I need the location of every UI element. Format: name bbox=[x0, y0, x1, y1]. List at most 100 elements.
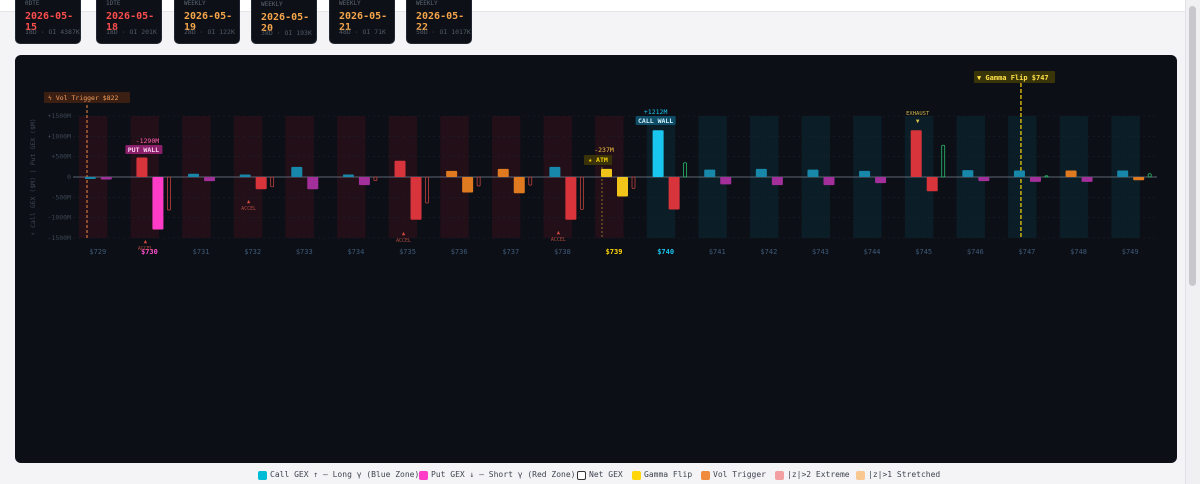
x-tick-label: $743 bbox=[812, 248, 829, 256]
gamma-flip-label: ▼ Gamma Flip $747 bbox=[977, 74, 1049, 82]
put-gex-bar bbox=[926, 177, 938, 192]
x-tick-label: $744 bbox=[864, 248, 881, 256]
net-gex-bar bbox=[1044, 175, 1049, 178]
expiration-type: WEEKLY bbox=[184, 0, 206, 7]
y-tick-label: -500M bbox=[51, 193, 71, 201]
put-gex-bar bbox=[255, 177, 267, 190]
call-gex-bar bbox=[497, 168, 509, 177]
put-gex-bar bbox=[204, 177, 216, 182]
atm-value: -237M bbox=[594, 146, 614, 154]
accel-arrow-icon: ▲ bbox=[144, 239, 148, 245]
call-gex-bar bbox=[84, 177, 96, 179]
legend-label: Net GEX bbox=[589, 470, 623, 479]
x-tick-label: $735 bbox=[399, 248, 416, 256]
put-gex-bar bbox=[1081, 177, 1093, 182]
gex-chart-panel: +1500M +1000M +500M 0 -500M -1000M -1500M ↑ Cal… bbox=[15, 55, 1177, 463]
legend-item-vol-trigger[interactable]: Vol Trigger bbox=[701, 470, 766, 480]
net-gex-bar bbox=[941, 144, 946, 178]
call-gex-bar bbox=[446, 170, 458, 177]
call-gex-bar bbox=[755, 168, 767, 177]
legend-item-z1-stretched[interactable]: |z|>1 Stretched bbox=[856, 470, 940, 480]
legend-label: Call GEX ↑ — Long γ (Blue Zone) bbox=[270, 470, 420, 479]
put-gex-bar bbox=[617, 177, 628, 197]
x-tick-label: $739 bbox=[606, 248, 623, 256]
expiration-card-5[interactable]: WEEKLY 2026-05-22 58D · OI 1017K bbox=[406, 0, 472, 44]
net-gex-bar bbox=[579, 176, 584, 210]
put-gex-bar bbox=[720, 177, 732, 185]
call-gex-bar bbox=[859, 170, 871, 177]
put-gex-bar bbox=[1133, 177, 1145, 181]
expiration-date: 2026-05-22 bbox=[416, 11, 465, 33]
net-gex-bar bbox=[683, 162, 688, 178]
put-gex-bar bbox=[307, 177, 319, 190]
expiration-date: 2026-05-20 bbox=[261, 12, 310, 34]
chart-legend: Call GEX ↑ — Long γ (Blue Zone) Put GEX … bbox=[0, 470, 1185, 484]
expiration-oi: 38D · OI 193K bbox=[261, 29, 312, 37]
x-tick-label: $733 bbox=[296, 248, 313, 256]
call-gex-bar bbox=[1117, 170, 1129, 177]
net-gex-bar bbox=[425, 176, 429, 204]
x-tick-label: $738 bbox=[554, 248, 571, 256]
call-gex-bar bbox=[136, 157, 148, 177]
call-gex-bar bbox=[549, 166, 561, 177]
x-tick-label: $747 bbox=[1019, 248, 1036, 256]
expiration-type: 0DTE bbox=[25, 0, 40, 7]
put-gex-bar bbox=[565, 177, 577, 220]
call-gex-bar bbox=[807, 169, 819, 177]
expiration-type: WEEKLY bbox=[339, 0, 361, 7]
expiration-type: 1DTE bbox=[106, 0, 121, 7]
y-axis-title: ↑ Call GEX ($M) | Put GEX ($M) bbox=[29, 118, 37, 235]
y-tick-label: +1000M bbox=[48, 132, 72, 140]
exhaust-arrow-icon: ▼ bbox=[916, 118, 920, 125]
x-tick-label: $730 bbox=[141, 248, 158, 256]
accel-arrow-icon: ▲ bbox=[557, 230, 561, 236]
gex-chart: +1500M +1000M +500M 0 -500M -1000M -1500M ↑ Cal… bbox=[29, 71, 1157, 256]
x-tick-label: $746 bbox=[967, 248, 984, 256]
legend-label: Put GEX ↓ — Short γ (Red Zone) bbox=[431, 470, 576, 479]
put-gex-bar bbox=[358, 177, 370, 186]
legend-item-z2-extreme[interactable]: |z|>2 Extreme bbox=[775, 470, 850, 480]
x-tick-label: $732 bbox=[244, 248, 261, 256]
expiration-oi: 18D · OI 201K bbox=[106, 28, 157, 36]
put-gex-bar bbox=[978, 177, 990, 182]
call-wall-badge bbox=[635, 116, 676, 125]
scrollbar-thumb[interactable] bbox=[1189, 6, 1196, 286]
legend-item-call-gex[interactable]: Call GEX ↑ — Long γ (Blue Zone) bbox=[258, 470, 420, 480]
accel-label: ACCEL bbox=[138, 246, 153, 252]
exhaust-label: EXHAUST bbox=[906, 111, 930, 117]
legend-swatch bbox=[856, 471, 865, 480]
expiration-card-0[interactable]: 0DTE 2026-05-15 18D · OI 4387K bbox=[15, 0, 81, 44]
net-gex-bar bbox=[167, 176, 171, 211]
legend-label: Vol Trigger bbox=[713, 470, 766, 479]
y-tick-label: +500M bbox=[51, 153, 71, 161]
expiration-card-4[interactable]: WEEKLY 2026-05-21 48D · OI 71K bbox=[329, 0, 395, 44]
x-tick-label: $740 bbox=[657, 248, 674, 256]
put-gex-bar bbox=[668, 177, 680, 210]
expiration-card-1[interactable]: 1DTE 2026-05-18 18D · OI 201K bbox=[96, 0, 162, 44]
put-gex-bar bbox=[1029, 177, 1041, 182]
expiration-date: 2026-05-15 bbox=[25, 11, 74, 33]
expiration-type: WEEKLY bbox=[416, 0, 438, 7]
put-gex-bar bbox=[823, 177, 835, 186]
legend-item-put-gex[interactable]: Put GEX ↓ — Short γ (Red Zone) bbox=[419, 470, 576, 480]
expiration-card-2[interactable]: WEEKLY 2026-05-19 28D · OI 122K bbox=[174, 0, 240, 44]
x-tick-label: $729 bbox=[89, 248, 106, 256]
expiration-card-3[interactable]: WEEKLY 2026-05-20 38D · OI 193K bbox=[251, 0, 317, 44]
x-tick-label: $741 bbox=[709, 248, 726, 256]
call-gex-bar bbox=[239, 174, 251, 177]
atm-label: ★ ATM bbox=[588, 156, 608, 164]
expiration-oi: 48D · OI 71K bbox=[339, 28, 386, 36]
net-gex-bar bbox=[1147, 173, 1152, 178]
expiration-type: WEEKLY bbox=[261, 1, 283, 8]
put-gex-bar bbox=[410, 177, 422, 220]
legend-item-gamma-flip[interactable]: Gamma Flip bbox=[632, 470, 692, 480]
net-gex-bar bbox=[270, 176, 275, 188]
put-gex-bar bbox=[513, 177, 525, 194]
x-tick-label: $742 bbox=[760, 248, 777, 256]
legend-item-net-gex[interactable]: Net GEX bbox=[577, 470, 623, 480]
x-tick-label: $736 bbox=[451, 248, 468, 256]
call-gex-bar bbox=[1065, 170, 1077, 177]
put-gex-bar bbox=[100, 177, 112, 180]
call-gex-bar bbox=[910, 130, 922, 177]
expiration-date: 2026-05-18 bbox=[106, 11, 155, 33]
